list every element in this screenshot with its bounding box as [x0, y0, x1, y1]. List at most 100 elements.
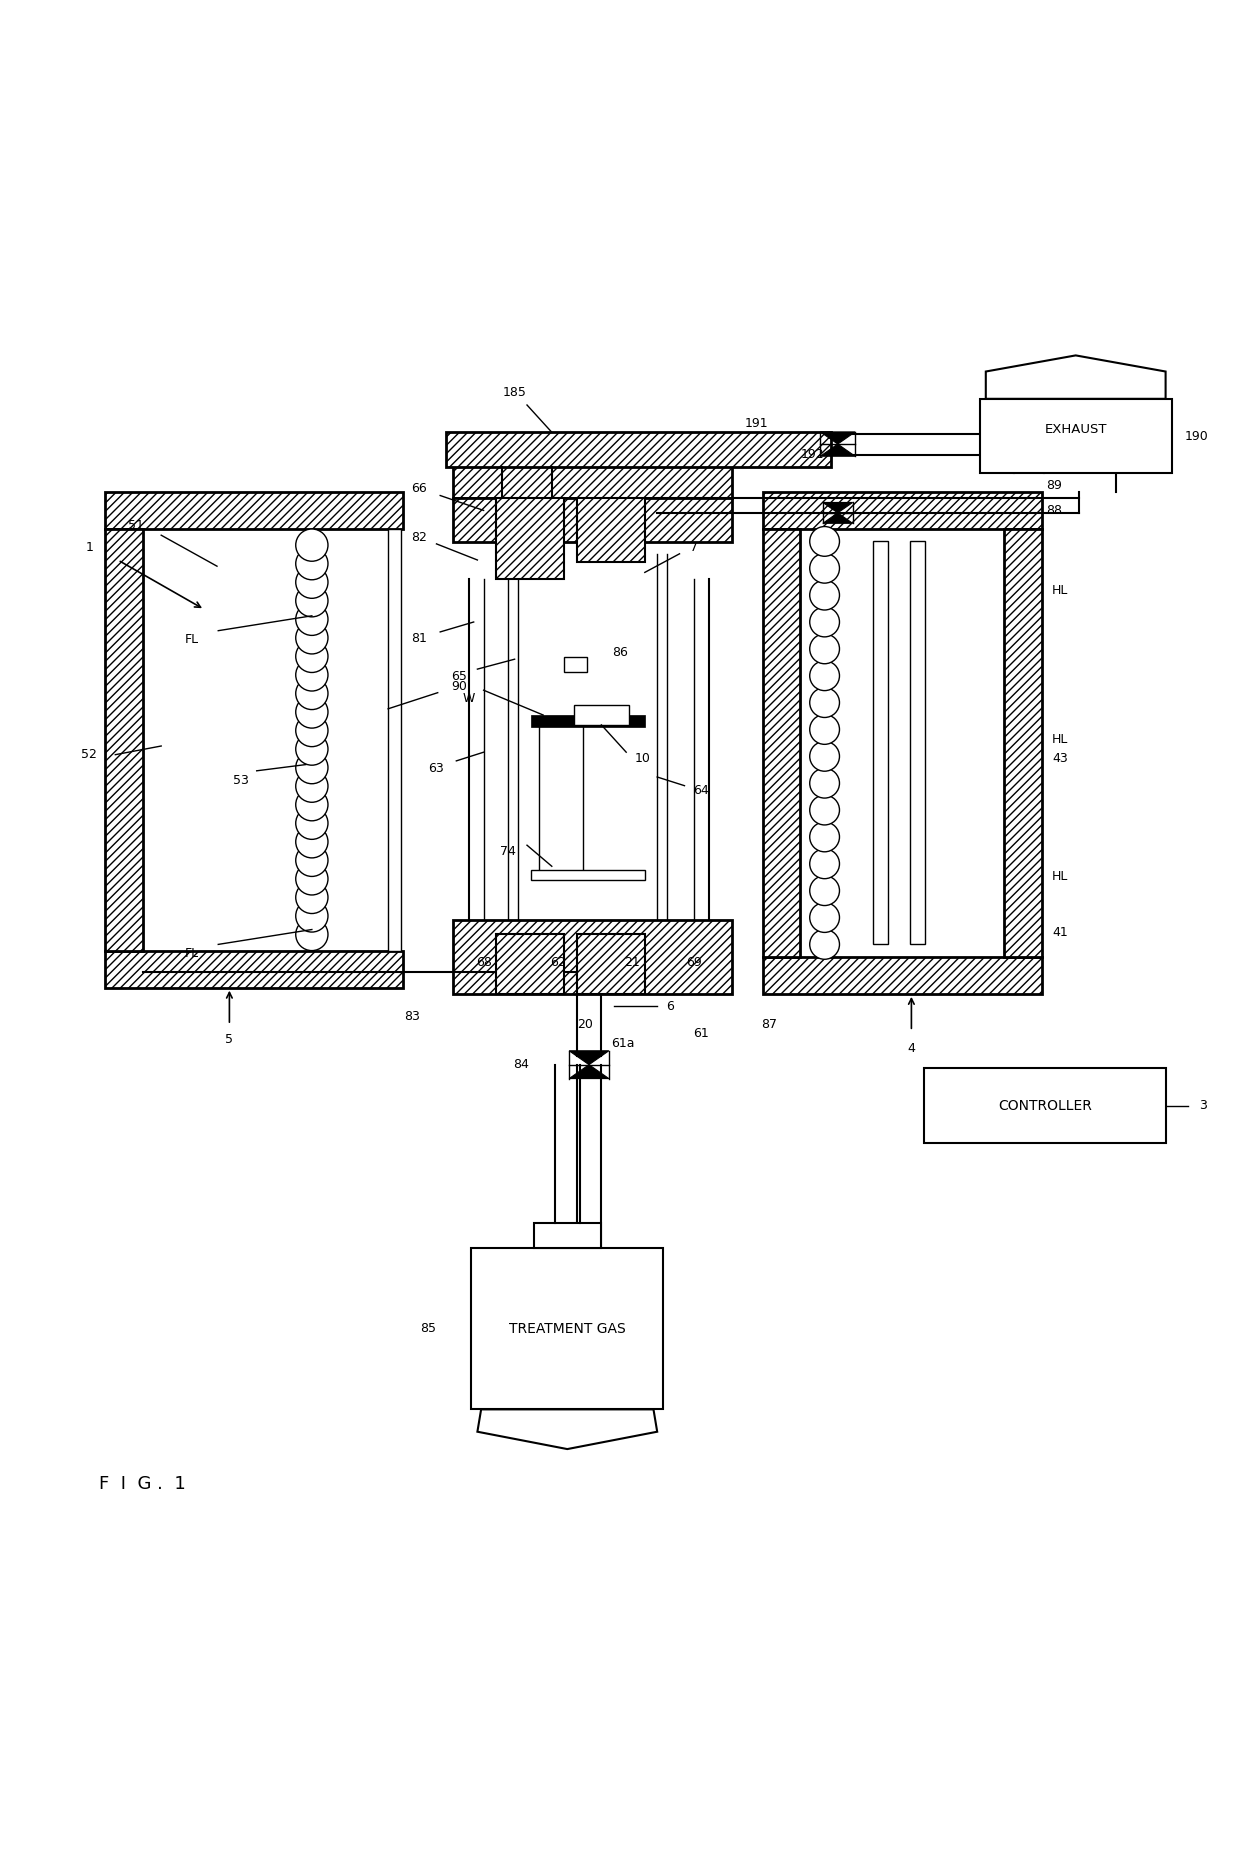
Text: 82: 82	[412, 531, 427, 544]
Bar	[531, 870, 645, 880]
Text: W: W	[463, 692, 475, 705]
Text: 88: 88	[1047, 503, 1061, 516]
Text: 52: 52	[82, 747, 97, 761]
Circle shape	[810, 742, 839, 772]
Bar	[453, 453, 732, 498]
Circle shape	[810, 876, 839, 906]
Polygon shape	[569, 1064, 609, 1079]
Text: 1: 1	[86, 541, 93, 554]
Bar	[763, 529, 800, 956]
Bar	[105, 951, 403, 988]
Text: 43: 43	[1053, 751, 1068, 764]
Circle shape	[810, 714, 839, 744]
Text: 81: 81	[412, 632, 427, 645]
Text: TREATMENT GAS: TREATMENT GAS	[508, 1322, 626, 1336]
Text: 3: 3	[1199, 1100, 1207, 1113]
Circle shape	[810, 554, 839, 583]
Bar	[531, 716, 645, 727]
Text: 7: 7	[691, 541, 698, 554]
Circle shape	[296, 548, 327, 580]
Text: 83: 83	[404, 1010, 419, 1023]
Polygon shape	[823, 513, 853, 524]
Text: 84: 84	[513, 1059, 528, 1072]
Bar	[453, 919, 732, 994]
Bar	[763, 956, 1042, 994]
Text: 61: 61	[693, 1027, 708, 1040]
Text: 6: 6	[666, 999, 673, 1012]
Circle shape	[296, 882, 327, 913]
Circle shape	[296, 585, 327, 617]
Bar	[910, 541, 925, 945]
Text: FL: FL	[185, 634, 200, 645]
Circle shape	[296, 844, 327, 876]
Bar	[453, 498, 732, 542]
Bar	[800, 529, 1004, 956]
Circle shape	[810, 822, 839, 852]
Bar	[496, 498, 564, 578]
Circle shape	[296, 604, 327, 636]
Text: 20: 20	[578, 1018, 593, 1031]
Bar	[388, 529, 401, 951]
Text: 61a: 61a	[611, 1036, 634, 1049]
Bar	[577, 498, 645, 563]
Text: 69: 69	[687, 956, 702, 969]
Bar	[577, 498, 645, 563]
Circle shape	[810, 580, 839, 610]
Bar	[471, 1249, 663, 1409]
Polygon shape	[823, 503, 853, 513]
Bar	[564, 656, 587, 671]
Polygon shape	[821, 432, 856, 444]
Circle shape	[296, 567, 327, 598]
Text: 53: 53	[233, 774, 248, 787]
Bar	[496, 934, 564, 994]
Circle shape	[296, 919, 327, 951]
Text: FL: FL	[185, 947, 200, 960]
Text: EXHAUST: EXHAUST	[1044, 423, 1107, 436]
Bar	[763, 492, 1042, 529]
Circle shape	[810, 930, 839, 960]
Bar	[1004, 529, 1042, 956]
Text: CONTROLLER: CONTROLLER	[998, 1098, 1091, 1113]
Text: 190: 190	[1184, 429, 1209, 442]
Bar	[105, 951, 403, 988]
Circle shape	[296, 639, 327, 673]
Polygon shape	[986, 356, 1166, 399]
Circle shape	[296, 623, 327, 654]
Text: 63: 63	[429, 762, 444, 775]
Polygon shape	[569, 1051, 609, 1064]
Bar	[533, 1223, 601, 1249]
Text: 85: 85	[420, 1322, 435, 1335]
Bar	[446, 432, 831, 468]
Text: 62: 62	[551, 956, 565, 969]
Text: 65: 65	[451, 669, 466, 682]
Text: 90: 90	[451, 680, 466, 693]
Text: HL: HL	[1052, 870, 1069, 884]
Circle shape	[810, 662, 839, 692]
Circle shape	[810, 902, 839, 932]
Text: 5: 5	[226, 1033, 233, 1046]
Bar	[453, 498, 732, 542]
Circle shape	[296, 807, 327, 839]
Text: 21: 21	[625, 956, 640, 969]
Polygon shape	[477, 1409, 657, 1448]
Circle shape	[296, 826, 327, 857]
Text: HL: HL	[1052, 733, 1069, 746]
Text: 68: 68	[476, 956, 491, 969]
Circle shape	[810, 608, 839, 637]
Circle shape	[296, 788, 327, 820]
Bar	[453, 919, 732, 994]
Circle shape	[296, 751, 327, 783]
Bar	[143, 529, 403, 951]
Bar	[763, 529, 800, 956]
Circle shape	[296, 900, 327, 932]
Circle shape	[810, 688, 839, 718]
Text: 4: 4	[908, 1042, 915, 1055]
Text: 10: 10	[635, 751, 650, 764]
Circle shape	[296, 733, 327, 766]
Text: 51: 51	[129, 518, 144, 531]
Bar	[105, 492, 403, 529]
Circle shape	[296, 529, 327, 561]
Text: F  I  G .  1: F I G . 1	[99, 1474, 186, 1493]
Circle shape	[810, 526, 839, 555]
Text: 74: 74	[501, 844, 516, 857]
